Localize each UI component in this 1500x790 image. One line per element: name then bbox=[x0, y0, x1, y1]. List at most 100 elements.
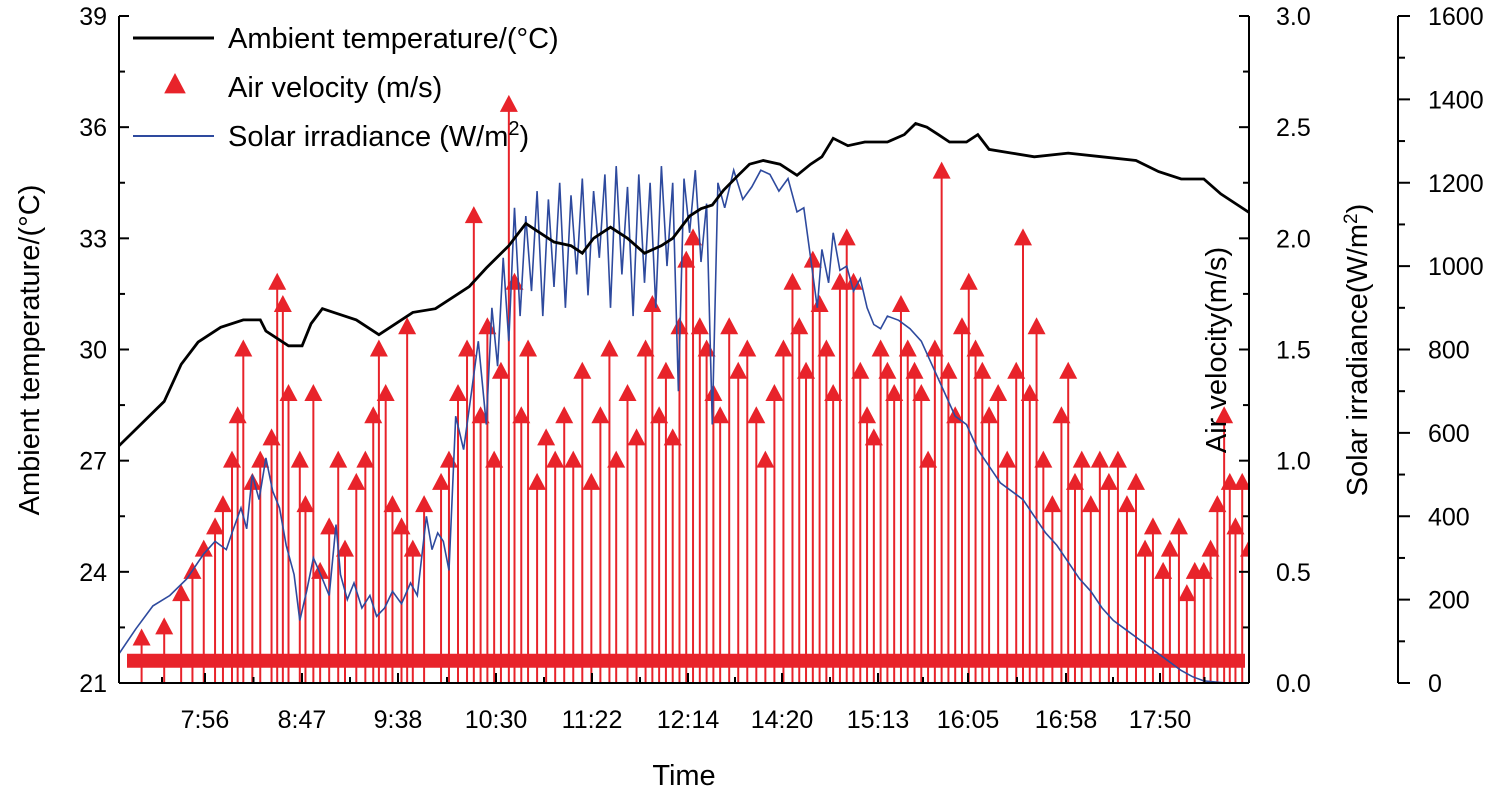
x-tick-label: 8:47 bbox=[278, 706, 327, 734]
air-velocity-point bbox=[1143, 517, 1162, 535]
air-velocity-point bbox=[1226, 517, 1245, 535]
air-velocity-point bbox=[1059, 361, 1078, 379]
air-velocity-point bbox=[1099, 472, 1118, 490]
axes: 21 24 27 30 33 36 39 0.0 0.5 1.0 1.5 2.0 2.5 3.0 0 200 4… bbox=[14, 3, 1484, 790]
x-tick-label: 16:58 bbox=[1035, 706, 1098, 734]
plot-area bbox=[119, 94, 1394, 683]
air-velocity-point bbox=[206, 517, 225, 535]
solar-tick-label: 0 bbox=[1428, 670, 1442, 698]
velocity-tick-label: 0.0 bbox=[1276, 670, 1311, 698]
air-velocity-point bbox=[643, 295, 662, 313]
solar-tick-label: 1200 bbox=[1428, 170, 1484, 198]
air-velocity-point bbox=[1256, 451, 1274, 468]
ambient-temperature-series bbox=[119, 121, 1249, 447]
air-velocity-point bbox=[1052, 406, 1071, 424]
air-velocity-point bbox=[858, 406, 877, 424]
air-velocity-point bbox=[478, 317, 497, 335]
legend-label-end: ) bbox=[520, 121, 530, 153]
solar-axis-title-main: Solar irradiance(W/m bbox=[1342, 224, 1374, 496]
air-velocity-point bbox=[919, 450, 938, 468]
air-velocity-point bbox=[485, 450, 504, 468]
air-velocity-point bbox=[932, 161, 951, 179]
velocity-tick-label: 1.5 bbox=[1276, 337, 1311, 365]
legend-label-main: Air velocity (m/s) bbox=[228, 72, 442, 104]
velocity-axis-title: Air velocity(m/s) bbox=[1201, 247, 1233, 453]
air-velocity-point bbox=[234, 339, 253, 357]
air-velocity-point bbox=[537, 428, 556, 446]
x-tick-label: 14:20 bbox=[751, 706, 814, 734]
air-velocity-point bbox=[279, 383, 298, 401]
air-velocity-point bbox=[1160, 539, 1179, 557]
air-velocity-point bbox=[194, 539, 213, 557]
legend: Ambient temperature/(°C) Air velocity (m/… bbox=[133, 23, 559, 153]
air-velocity-point bbox=[939, 361, 958, 379]
air-velocity-point bbox=[403, 539, 422, 557]
legend-label: Ambient temperature/(°C) bbox=[228, 23, 559, 55]
air-velocity-point bbox=[1081, 495, 1100, 513]
air-velocity-point bbox=[837, 228, 856, 246]
air-velocity-point bbox=[1194, 561, 1213, 579]
solar-tick-label: 1000 bbox=[1428, 253, 1484, 281]
air-velocity-point bbox=[966, 339, 985, 357]
left-tick-label: 36 bbox=[79, 114, 107, 142]
air-velocity-point bbox=[1169, 517, 1188, 535]
legend-label-sup: 2 bbox=[508, 118, 519, 140]
x-tick-label: 11:22 bbox=[562, 706, 623, 734]
solar-tick-label: 800 bbox=[1428, 337, 1470, 365]
x-tick-label: 9:38 bbox=[374, 706, 423, 734]
air-velocity-point bbox=[980, 406, 999, 424]
air-velocity-series bbox=[127, 94, 1394, 683]
x-tick-label: 12:14 bbox=[657, 706, 720, 734]
air-velocity-point bbox=[1072, 450, 1091, 468]
air-velocity-point bbox=[891, 295, 910, 313]
air-velocity-point bbox=[952, 317, 971, 335]
solar-axis-title: Solar irradiance(W/m2) bbox=[1341, 204, 1374, 497]
air-velocity-point bbox=[1346, 584, 1364, 601]
air-velocity-point bbox=[627, 428, 646, 446]
air-velocity-point bbox=[774, 339, 793, 357]
air-velocity-point bbox=[656, 361, 675, 379]
air-velocity-point bbox=[650, 406, 669, 424]
air-velocity-point bbox=[711, 406, 730, 424]
air-velocity-point bbox=[528, 472, 547, 490]
air-velocity-point bbox=[491, 361, 510, 379]
air-velocity-point bbox=[898, 339, 917, 357]
air-velocity-point bbox=[912, 383, 931, 401]
air-velocity-point bbox=[268, 272, 287, 290]
air-velocity-point bbox=[304, 383, 323, 401]
legend-label-main: Ambient temperature/(°C) bbox=[228, 23, 559, 55]
air-velocity-point bbox=[1154, 561, 1173, 579]
air-velocity-point bbox=[223, 450, 241, 468]
air-velocity-point bbox=[636, 339, 655, 357]
air-velocity-point bbox=[1233, 472, 1249, 490]
air-velocity-point bbox=[738, 339, 757, 357]
air-velocity-point bbox=[1337, 540, 1355, 557]
legend-label: Air velocity (m/s) bbox=[228, 72, 442, 104]
air-velocity-point bbox=[383, 495, 402, 513]
solar-tick-label: 200 bbox=[1428, 587, 1470, 615]
air-velocity-point bbox=[817, 339, 836, 357]
air-velocity-point bbox=[959, 272, 978, 290]
air-velocity-point bbox=[1263, 540, 1281, 557]
air-velocity-point bbox=[273, 295, 292, 313]
x-tick-label: 16:05 bbox=[937, 706, 1000, 734]
air-velocity-point bbox=[376, 383, 395, 401]
air-velocity-point bbox=[1201, 539, 1220, 557]
air-velocity-point bbox=[1034, 450, 1053, 468]
air-velocity-point bbox=[512, 406, 531, 424]
air-velocity-point bbox=[1376, 606, 1394, 623]
air-velocity-point bbox=[1027, 317, 1046, 335]
x-tick-label: 10:30 bbox=[465, 706, 528, 734]
left-tick-label: 39 bbox=[79, 3, 107, 31]
air-velocity-point bbox=[1240, 539, 1249, 557]
air-velocity-point bbox=[803, 250, 822, 268]
air-velocity-point bbox=[830, 272, 849, 290]
air-velocity-point bbox=[392, 517, 411, 535]
air-velocity-point bbox=[790, 317, 809, 335]
air-velocity-point bbox=[546, 450, 565, 468]
air-velocity-point bbox=[356, 450, 375, 468]
air-velocity-point bbox=[618, 383, 637, 401]
air-velocity-point bbox=[132, 628, 151, 646]
x-axis-title: Time bbox=[652, 760, 715, 790]
solar-tick-label: 600 bbox=[1428, 420, 1470, 448]
